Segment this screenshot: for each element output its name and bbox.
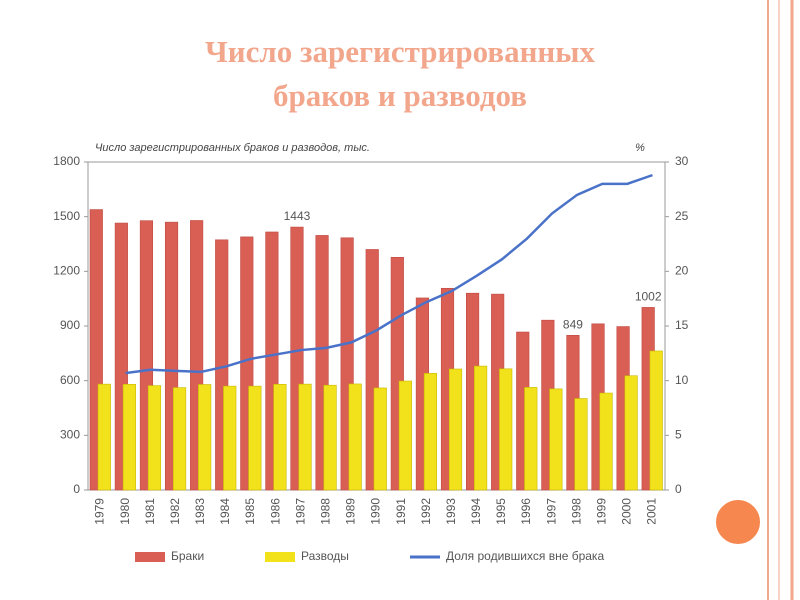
- bar: [499, 368, 513, 491]
- bar: [448, 368, 463, 491]
- legend-label: Доля родившихся вне брака: [446, 549, 604, 563]
- x-tick-label: 1986: [268, 498, 282, 525]
- y2-tick-label: 10: [675, 373, 689, 387]
- y-tick-label: 900: [60, 318, 80, 332]
- bar: [574, 398, 588, 491]
- x-tick-label: 1997: [544, 498, 558, 525]
- x-tick-label: 1979: [93, 498, 107, 525]
- legend-swatch: [265, 552, 295, 562]
- bar: [649, 350, 663, 491]
- bar: [624, 375, 638, 491]
- x-tick-label: 2001: [645, 498, 659, 525]
- x-tick-label: 1983: [193, 498, 207, 525]
- bar: [298, 383, 312, 491]
- x-tick-label: 1995: [494, 498, 508, 525]
- y-tick-label: 0: [73, 482, 80, 496]
- bar: [248, 385, 262, 491]
- x-tick-label: 1982: [168, 498, 182, 525]
- bar: [97, 383, 111, 491]
- value-label: 849: [563, 317, 583, 331]
- x-tick-label: 1996: [519, 498, 533, 525]
- x-tick-label: 2000: [620, 498, 634, 525]
- decor-circle: [712, 496, 764, 548]
- y2-tick-label: 0: [675, 482, 682, 496]
- bar: [599, 392, 613, 491]
- x-tick-label: 1987: [293, 498, 307, 525]
- legend-swatch: [135, 552, 165, 562]
- y2-tick-label: 15: [675, 318, 689, 332]
- x-tick-label: 1988: [318, 498, 332, 525]
- bar: [474, 365, 488, 491]
- y-tick-label: 600: [60, 373, 80, 387]
- y2-label: %: [635, 142, 645, 154]
- legend-label: Браки: [171, 549, 204, 563]
- chart-subtitle: Число зарегистрированных браков и развод…: [95, 142, 370, 154]
- line: [125, 173, 653, 375]
- x-tick-label: 1980: [118, 498, 132, 525]
- x-tick-label: 1993: [444, 498, 458, 525]
- x-tick-label: 1999: [594, 498, 608, 525]
- x-tick-label: 1981: [143, 498, 157, 525]
- bar: [398, 380, 412, 491]
- x-tick-label: 1989: [344, 498, 358, 525]
- x-tick-label: 1991: [394, 498, 408, 525]
- bar: [172, 387, 187, 491]
- bar: [423, 373, 438, 491]
- bar: [198, 384, 212, 491]
- slide-title: Число зарегистрированных браков и разводо…: [205, 34, 596, 113]
- bar: [223, 385, 237, 491]
- y2-tick-label: 25: [675, 209, 689, 223]
- bar: [348, 383, 362, 491]
- bar: [549, 388, 563, 491]
- x-tick-label: 1992: [419, 498, 433, 525]
- y-tick-label: 300: [60, 428, 80, 442]
- bar: [147, 385, 162, 491]
- x-tick-label: 1985: [243, 498, 257, 525]
- x-tick-label: 1998: [569, 498, 583, 525]
- y-tick-label: 1200: [53, 264, 80, 278]
- x-tick-label: 1994: [469, 498, 483, 525]
- y-tick-label: 1500: [53, 209, 80, 223]
- y-tick-label: 1800: [53, 154, 80, 168]
- x-tick-label: 1984: [218, 498, 232, 525]
- x-tick-label: 1990: [369, 498, 383, 525]
- value-label: 1443: [284, 209, 311, 223]
- bar: [524, 387, 538, 491]
- bar: [373, 387, 387, 491]
- legend-label: Разводы: [301, 549, 349, 563]
- y2-tick-label: 20: [675, 264, 689, 278]
- y2-tick-label: 5: [675, 428, 682, 442]
- bar: [273, 384, 287, 491]
- y2-tick-label: 30: [675, 154, 689, 168]
- bar: [323, 384, 337, 491]
- bar: [122, 384, 136, 491]
- value-label: 1002: [635, 290, 662, 304]
